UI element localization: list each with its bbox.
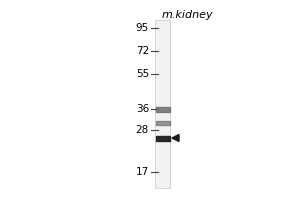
Text: 17: 17 — [136, 167, 149, 177]
Text: 28: 28 — [136, 125, 149, 135]
Text: 55: 55 — [136, 69, 149, 79]
Text: 72: 72 — [136, 46, 149, 56]
Text: 95: 95 — [136, 23, 149, 33]
Text: 36: 36 — [136, 104, 149, 114]
Polygon shape — [172, 135, 179, 142]
Bar — [155, 20, 170, 188]
Text: m.kidney: m.kidney — [162, 10, 213, 20]
